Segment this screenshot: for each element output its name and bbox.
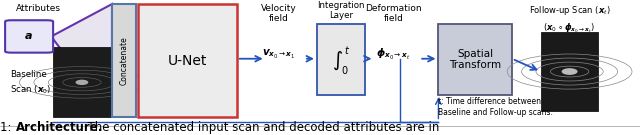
- Ellipse shape: [562, 68, 578, 75]
- Text: Baseline: Baseline: [10, 70, 47, 79]
- Text: The concatenated input scan and decoded attributes are in: The concatenated input scan and decoded …: [80, 121, 440, 134]
- Text: Integration
Layer: Integration Layer: [317, 1, 365, 20]
- Text: $\boldsymbol{a}$: $\boldsymbol{a}$: [24, 31, 33, 41]
- Polygon shape: [51, 4, 112, 117]
- Ellipse shape: [76, 80, 88, 85]
- Text: $\boldsymbol{v}_{\boldsymbol{x}_0 \to \boldsymbol{x}_1}$: $\boldsymbol{v}_{\boldsymbol{x}_0 \to \b…: [262, 48, 295, 60]
- Bar: [438, 24, 512, 94]
- Text: Architecture.: Architecture.: [16, 121, 104, 134]
- FancyBboxPatch shape: [5, 20, 53, 53]
- Text: Deformation
field: Deformation field: [365, 4, 422, 23]
- Bar: [112, 4, 136, 117]
- Text: Concatenate: Concatenate: [120, 36, 129, 85]
- Text: t: Time difference between
Baseline and Follow-up scans.: t: Time difference between Baseline and …: [438, 97, 553, 117]
- Text: U-Net: U-Net: [168, 54, 207, 68]
- Text: Spatial
Transform: Spatial Transform: [449, 49, 501, 70]
- Text: Follow-up Scan ($\boldsymbol{x}_t$): Follow-up Scan ($\boldsymbol{x}_t$): [529, 4, 611, 17]
- Text: $\boldsymbol{\phi}_{\boldsymbol{x}_0 \to \boldsymbol{x}_t}$: $\boldsymbol{\phi}_{\boldsymbol{x}_0 \to…: [376, 46, 411, 62]
- Bar: [541, 32, 598, 111]
- Bar: [53, 47, 111, 117]
- Bar: [317, 24, 365, 94]
- Bar: [138, 4, 237, 117]
- Text: Scan ($\boldsymbol{x}_0$): Scan ($\boldsymbol{x}_0$): [10, 84, 52, 96]
- Text: 1:: 1:: [0, 121, 19, 134]
- Text: ($\boldsymbol{x}_0 \circ \boldsymbol{\phi}_{\boldsymbol{x}_0 \to \boldsymbol{x}_: ($\boldsymbol{x}_0 \circ \boldsymbol{\ph…: [543, 22, 596, 35]
- Text: Velocity
field: Velocity field: [260, 4, 296, 23]
- Text: Attributes: Attributes: [16, 4, 61, 13]
- Text: $\int_0^t$: $\int_0^t$: [332, 45, 350, 77]
